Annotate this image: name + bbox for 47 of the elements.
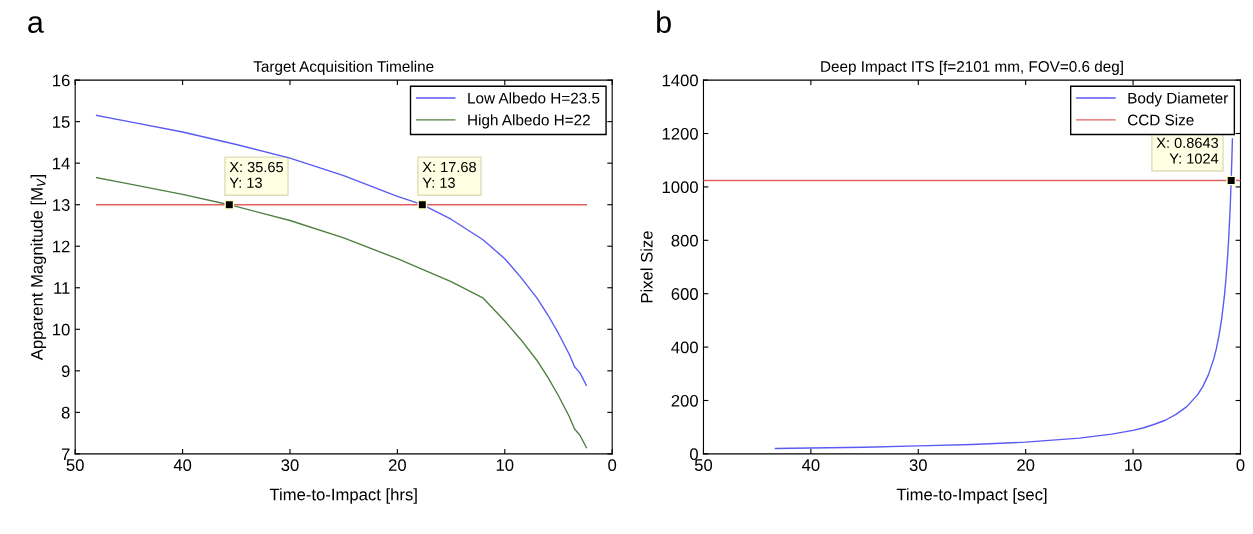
y-tick-label: 200 <box>671 394 698 407</box>
x-tick-label: 10 <box>496 459 514 471</box>
annotation: X: 35.65 Y: 13 <box>229 161 284 188</box>
x-tick-label: 0 <box>608 459 617 471</box>
line-series <box>95 114 588 387</box>
legend-label: Low Albedo H=23.5 <box>468 92 600 104</box>
y-tick-label: 1000 <box>662 181 698 194</box>
line-series <box>95 177 588 449</box>
chart-title: Target Acquisition Timeline <box>253 60 434 75</box>
x-axis-title: Time-to-Impact [hrs] <box>269 488 417 504</box>
y-tick-label: 16 <box>53 74 70 87</box>
x-tick-label: 20 <box>1017 459 1035 471</box>
y-tick-label: 11 <box>54 282 70 294</box>
y-tick-label: 14 <box>53 157 70 170</box>
annotation: X: 0.8643 Y: 1024 <box>1156 137 1219 164</box>
annotation: X: 17.68 Y: 13 <box>422 161 476 188</box>
y-tick-label: 12 <box>53 240 70 253</box>
legend-label: Body Diameter <box>1128 92 1228 107</box>
x-axis-title: Time-to-Impact [sec] <box>896 488 1047 504</box>
legend-label: High Albedo H=22 <box>468 114 590 129</box>
x-tick-label: 0 <box>1236 459 1245 471</box>
y-tick-label: 13 <box>53 199 70 211</box>
y-tick-label: 600 <box>671 288 698 300</box>
y-tick-label: 1200 <box>662 127 698 140</box>
y-tick-label: 800 <box>671 234 698 247</box>
x-tick-label: 50 <box>694 459 713 471</box>
x-tick-label: 10 <box>1125 459 1142 471</box>
y-tick-label: 400 <box>671 341 698 354</box>
y-tick-label: 1400 <box>662 74 698 87</box>
text: a <box>28 16 44 33</box>
text: b <box>657 10 671 33</box>
x-tick-label: 20 <box>388 459 406 471</box>
legend-label: CCD Size <box>1127 114 1194 126</box>
x-tick-label: 50 <box>66 459 84 471</box>
y-axis-title: Pixel Size <box>640 231 653 303</box>
y-tick-label: 15 <box>53 116 70 128</box>
y-tick-label: 10 <box>53 323 70 336</box>
x-tick-label: 40 <box>173 459 192 471</box>
x-tick-label: 30 <box>281 459 299 471</box>
y-tick-label: 7 <box>61 448 70 460</box>
x-tick-label: 40 <box>801 459 820 471</box>
y-tick-label: 9 <box>61 365 70 378</box>
y-axis-title: Apparent Magnitude [M$_{V}$] <box>30 174 47 361</box>
y-tick-label: 8 <box>61 406 70 419</box>
x-tick-label: 30 <box>909 459 927 471</box>
y-tick-label: 0 <box>689 448 698 461</box>
chart-title: Deep Impact ITS [f=2101 mm, FOV=0.6 deg] <box>821 60 1123 75</box>
